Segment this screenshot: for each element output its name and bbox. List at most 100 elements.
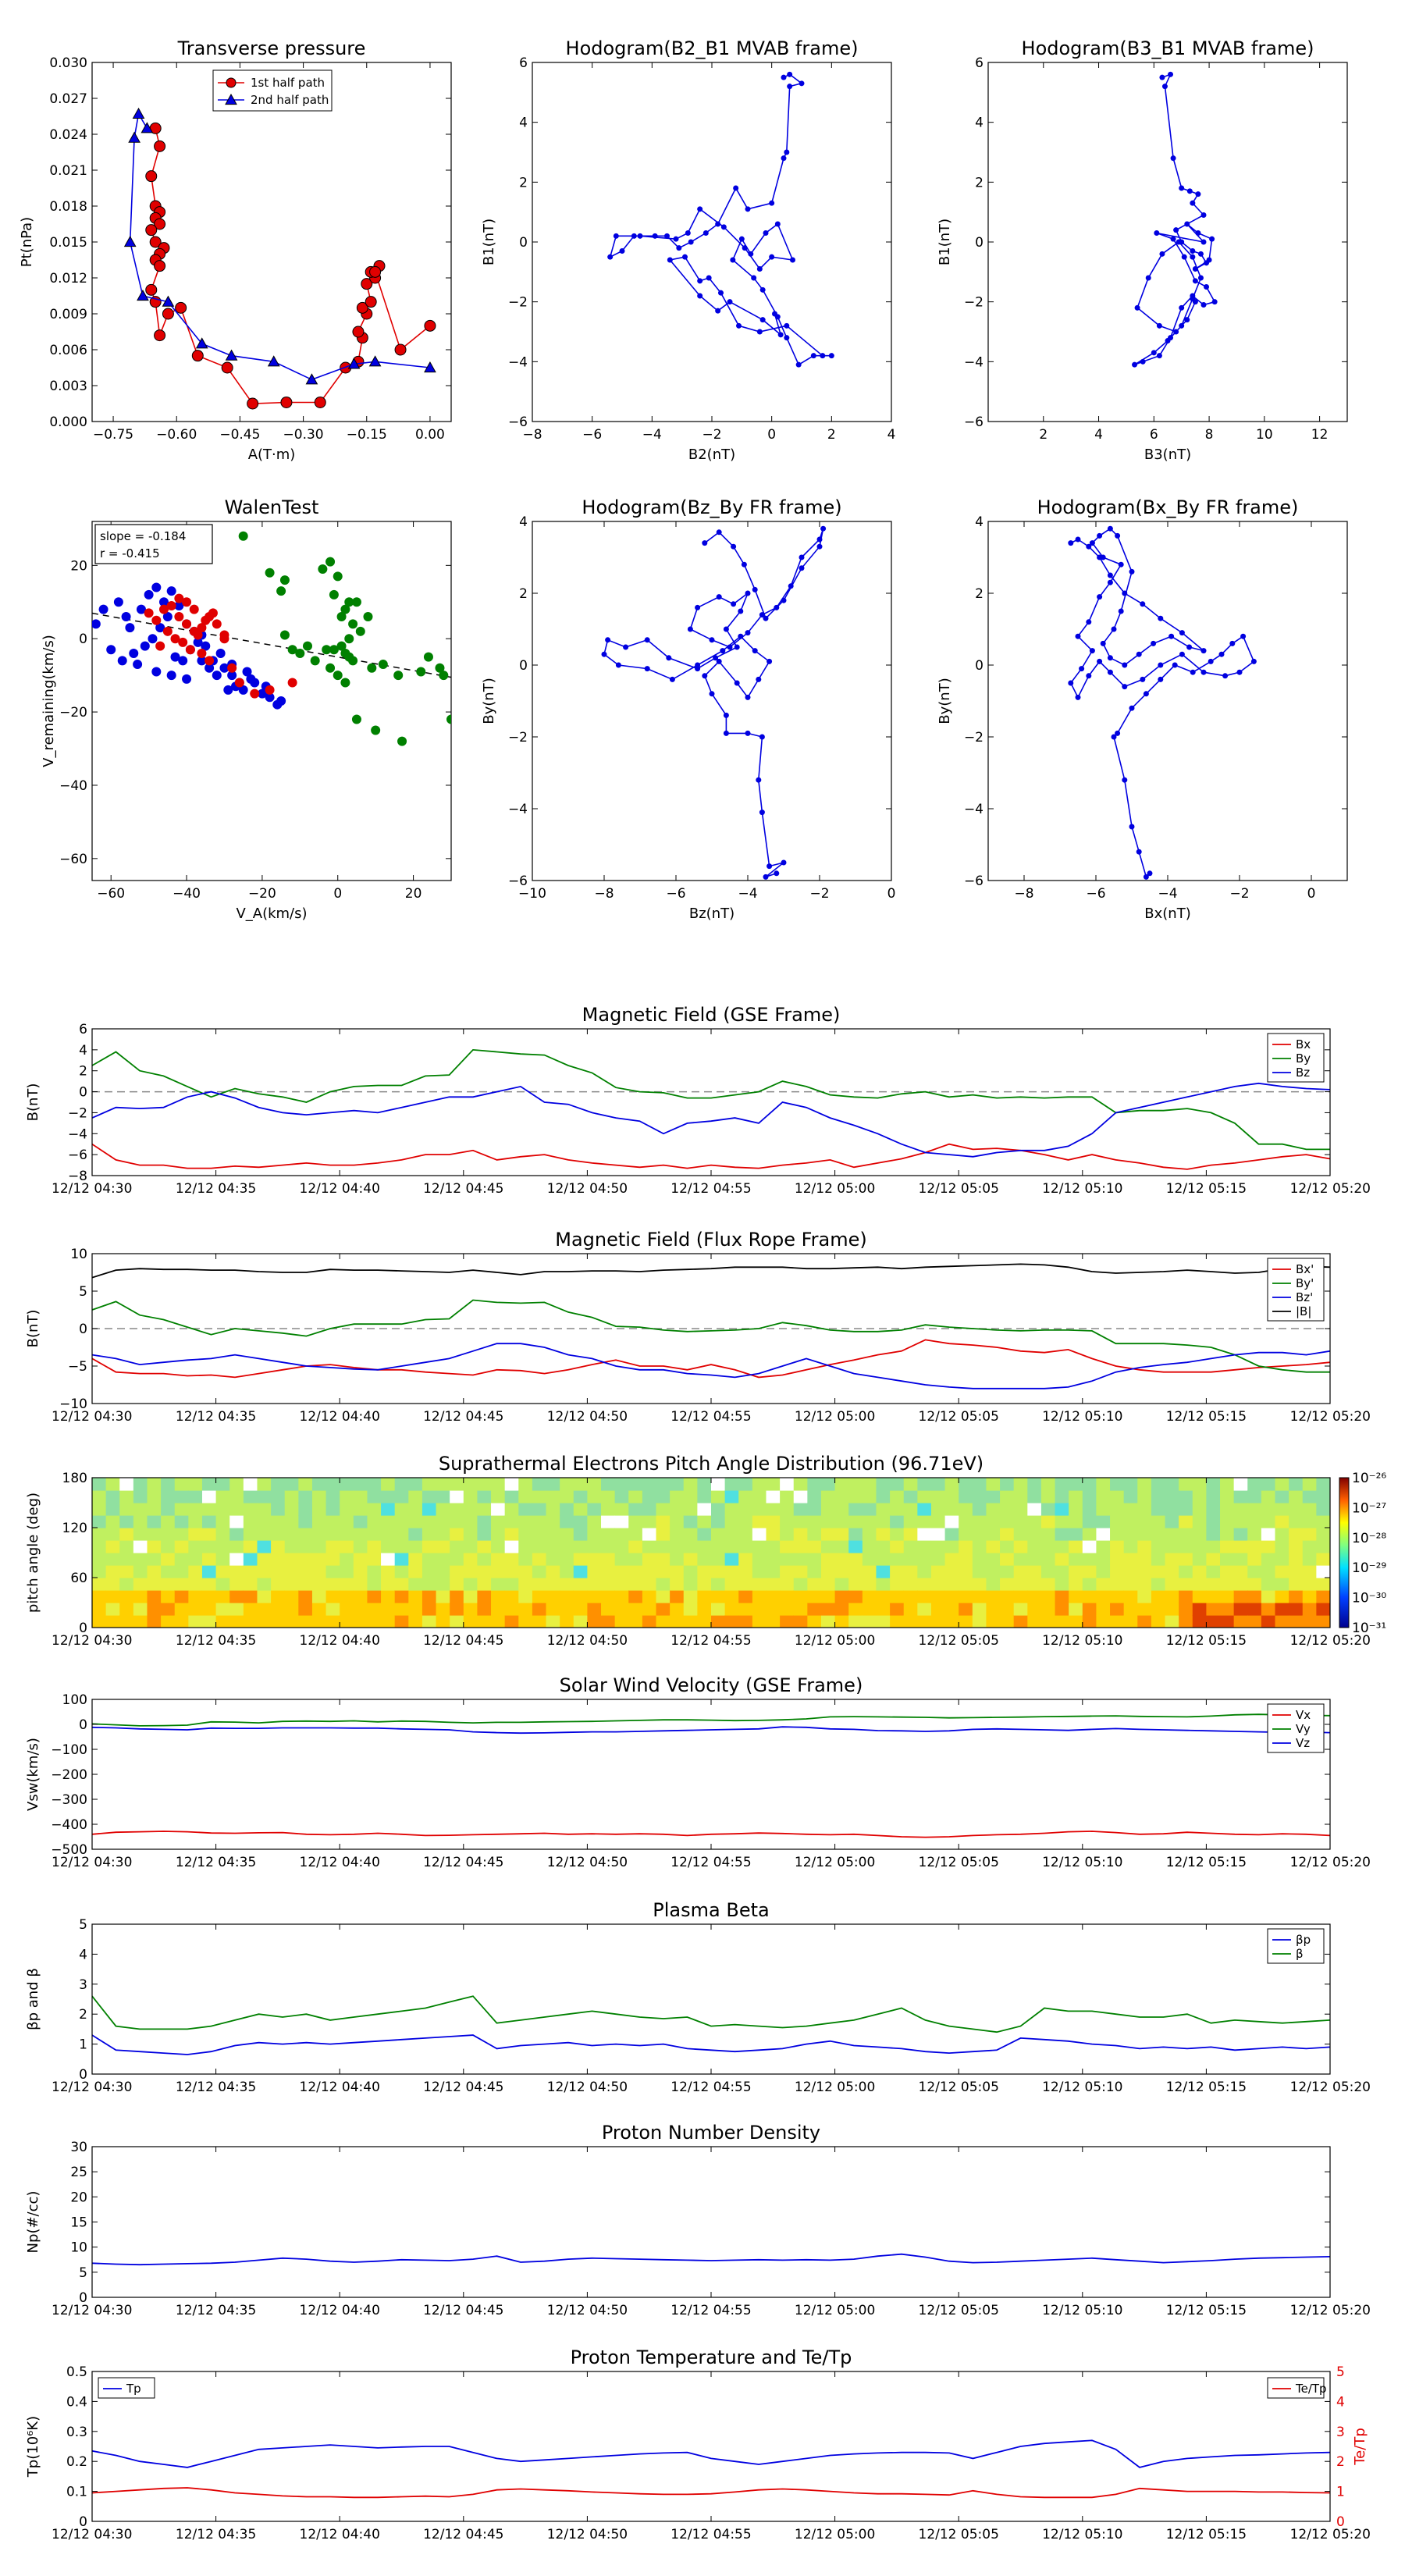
data-point <box>1075 694 1081 700</box>
heatmap-cell <box>614 1615 629 1628</box>
heatmap-cell <box>229 1540 244 1553</box>
heatmap-cell <box>133 1503 148 1516</box>
heatmap-cell <box>257 1478 272 1491</box>
heatmap-cell <box>532 1540 547 1553</box>
r-text: r = -0.415 <box>100 546 160 560</box>
plot-area <box>92 1995 1330 2055</box>
heatmap-cell <box>1220 1478 1235 1491</box>
heatmap-cell <box>325 1603 340 1616</box>
heatmap-cell <box>587 1578 602 1591</box>
y2-tick-label: 4 <box>1336 2394 1345 2410</box>
y-tick-label: −2 <box>68 1105 87 1121</box>
y2-tick-label: 5 <box>1336 2364 1345 2380</box>
time-tick-label: 12/12 05:05 <box>919 1633 999 1649</box>
data-point <box>155 641 165 651</box>
heatmap-cell <box>311 1515 327 1528</box>
heatmap-cell <box>1096 1515 1111 1528</box>
heatmap-cell <box>752 1578 767 1591</box>
time-tick-label: 12/12 05:05 <box>919 2080 999 2095</box>
heatmap-cell <box>105 1590 120 1603</box>
heatmap-cell <box>628 1590 643 1603</box>
heatmap-cell <box>959 1615 973 1628</box>
y-tick-label: 4 <box>519 116 528 131</box>
heatmap-cell <box>614 1565 629 1578</box>
data-point <box>1181 254 1187 260</box>
heatmap-cell <box>394 1490 409 1503</box>
heatmap-cell <box>201 1565 217 1578</box>
data-point <box>1192 266 1198 272</box>
data-point <box>709 637 715 643</box>
legend-label: βp <box>1296 1933 1311 1947</box>
heatmap-cell <box>1275 1565 1289 1578</box>
heatmap-cell <box>422 1490 437 1503</box>
data-point <box>193 637 203 647</box>
heatmap-cell <box>463 1603 478 1616</box>
heatmap-cell <box>1000 1515 1015 1528</box>
data-point <box>1156 353 1162 359</box>
data-point <box>314 396 326 408</box>
y-tick-label: 6 <box>79 1022 87 1037</box>
y-tick-label: 0.027 <box>49 91 87 107</box>
heatmap-cell <box>766 1478 781 1491</box>
data-point <box>205 656 215 666</box>
heatmap-cell <box>683 1478 698 1491</box>
heatmap-cell <box>834 1478 849 1491</box>
time-tick-label: 12/12 05:20 <box>1290 2080 1371 2095</box>
y-tick-label: 0 <box>975 658 984 674</box>
heatmap-cell <box>201 1478 217 1491</box>
y-tick-label: 2 <box>975 586 984 602</box>
y-tick-label: 0.006 <box>49 343 87 358</box>
heatmap-cell <box>353 1578 368 1591</box>
data-point <box>1197 251 1204 257</box>
heatmap-cell <box>876 1603 891 1616</box>
panel-bgse: Magnetic Field (GSE Frame)−8−6−4−20246B(… <box>25 1004 1371 1197</box>
heatmap-cell <box>188 1490 203 1503</box>
heatmap-cell <box>1302 1503 1317 1516</box>
data-point <box>162 612 173 622</box>
heatmap-cell <box>353 1565 368 1578</box>
data-point <box>170 652 180 662</box>
series-line <box>92 2487 1330 2499</box>
heatmap-cell <box>1040 1590 1056 1603</box>
heatmap-cell <box>491 1615 506 1628</box>
x-tick-label: −0.60 <box>156 427 197 443</box>
heatmap-cell <box>587 1515 602 1528</box>
heatmap-cell <box>560 1478 574 1491</box>
heatmap-cell <box>1192 1615 1207 1628</box>
heatmap-cell <box>683 1615 698 1628</box>
heatmap-cell <box>340 1478 354 1491</box>
heatmap-cell <box>807 1615 822 1628</box>
heatmap-cell <box>820 1540 836 1553</box>
time-tick-label: 12/12 04:30 <box>52 2303 132 2318</box>
heatmap-cell <box>793 1478 808 1491</box>
series-line <box>92 1831 1330 1838</box>
data-point <box>745 694 751 700</box>
data-point <box>361 278 373 290</box>
data-point <box>423 652 433 662</box>
heatmap-cell <box>1261 1565 1276 1578</box>
heatmap-cell <box>1123 1478 1138 1491</box>
heatmap-cell <box>1206 1590 1221 1603</box>
heatmap-cell <box>1027 1578 1042 1591</box>
heatmap-cell <box>1289 1528 1304 1541</box>
heatmap-cell <box>1027 1528 1042 1541</box>
y-tick-label: 0 <box>79 1621 87 1636</box>
x-tick-label: −6 <box>582 427 602 443</box>
heatmap-cell <box>215 1565 230 1578</box>
y-axis-label: βp and β <box>25 1968 41 2030</box>
data-point <box>1143 691 1149 697</box>
heatmap-cell <box>215 1478 230 1491</box>
heatmap-cell <box>807 1515 822 1528</box>
heatmap-cell <box>518 1590 533 1603</box>
heatmap-cell <box>917 1590 932 1603</box>
data-point <box>1211 299 1218 305</box>
heatmap-cell <box>298 1565 313 1578</box>
data-point <box>607 254 614 260</box>
data-point <box>1107 669 1113 675</box>
data-point <box>759 286 766 293</box>
data-point <box>781 155 787 162</box>
data-point <box>1140 358 1146 365</box>
heatmap-cell <box>1000 1490 1015 1503</box>
heatmap-cell <box>1302 1615 1317 1628</box>
